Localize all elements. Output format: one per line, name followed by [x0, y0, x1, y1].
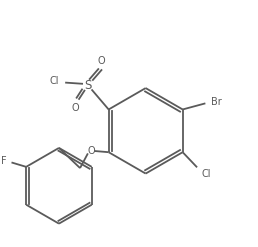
Text: Br: Br	[211, 97, 222, 107]
Text: O: O	[98, 56, 105, 66]
Text: F: F	[1, 156, 7, 166]
Text: S: S	[84, 79, 92, 92]
Text: O: O	[72, 103, 79, 112]
Text: Cl: Cl	[201, 169, 211, 179]
Text: Cl: Cl	[49, 76, 59, 86]
Text: O: O	[87, 146, 95, 156]
